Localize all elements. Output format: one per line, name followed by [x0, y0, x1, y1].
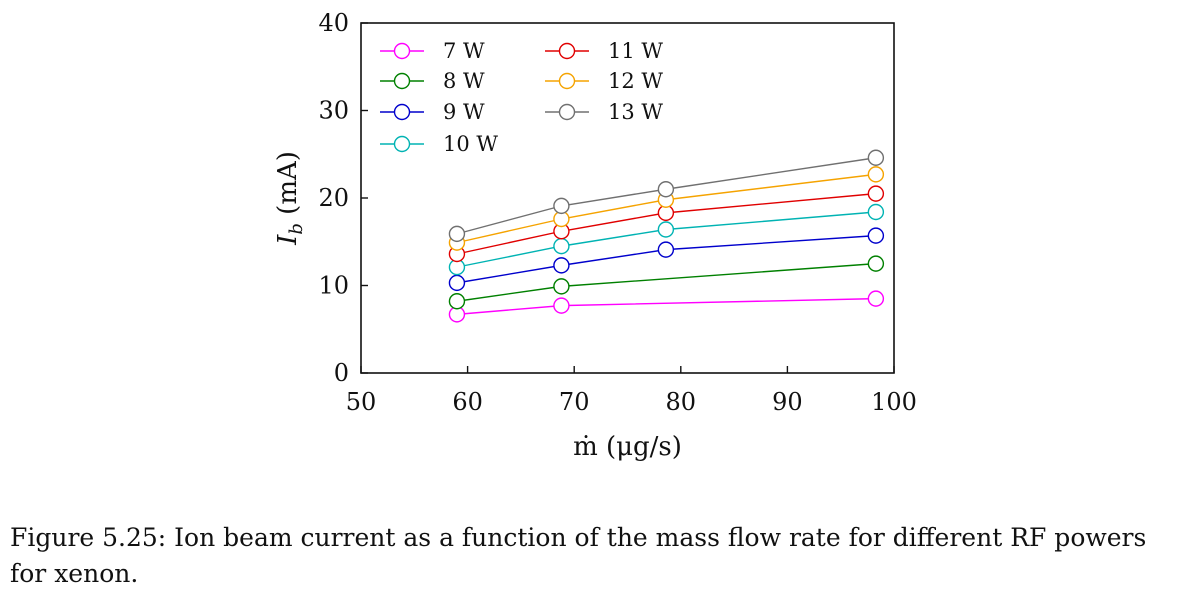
series-line [456, 234, 876, 284]
legend-marker [393, 42, 411, 60]
x-tick-label: 80 [666, 388, 697, 416]
data-point [553, 297, 570, 314]
legend-label: 12 W [608, 69, 663, 93]
data-point [657, 181, 675, 198]
axis-ticks: 50 60 70 80 90 100 0 10 20 30 40 [318, 9, 916, 416]
data-point [553, 278, 570, 295]
y-tick-label: 10 [318, 272, 349, 300]
chart-figure: 50 60 70 80 90 100 0 10 20 30 40 7 W 8 W 9 W 10 W 11 W… [273, 9, 917, 462]
x-axis-label: ṁ (μg/s) [573, 432, 682, 462]
legend-marker [393, 103, 411, 121]
data-point [867, 255, 885, 272]
data-point [448, 293, 466, 310]
x-tick-label: 70 [559, 388, 590, 416]
data-point [553, 257, 570, 274]
data-point [867, 149, 885, 166]
data-point [657, 241, 675, 258]
series-line [456, 173, 876, 244]
legend-label: 7 W [443, 39, 485, 63]
chart-svg: 50 60 70 80 90 100 0 10 20 30 40 7 W 8 W 9 W 10 W 11 W… [273, 9, 917, 462]
x-tick-label: 100 [871, 388, 917, 416]
series-line [456, 192, 876, 255]
data-point [867, 185, 885, 202]
data-point [553, 237, 570, 255]
legend-marker [558, 103, 576, 121]
series-line [456, 262, 876, 302]
axis-labels: ṁ (μg/s) Ib (mA) [273, 151, 682, 462]
data-point [867, 290, 885, 307]
legend: 7 W 8 W 9 W 10 W 11 W 12 W 13 W [380, 39, 663, 156]
series-line [456, 297, 876, 316]
legend-marker [558, 42, 576, 60]
y-tick-label: 20 [318, 184, 349, 212]
series-line [456, 211, 876, 268]
legend-marker [558, 72, 576, 90]
legend-marker [393, 135, 411, 153]
data-point [657, 221, 675, 238]
x-tick-label: 60 [452, 388, 483, 416]
y-axis-label: Ib (mA) [273, 151, 307, 246]
legend-label: 8 W [443, 69, 485, 93]
data-point [448, 274, 466, 292]
series-group [448, 149, 885, 323]
data-point [867, 166, 885, 183]
x-tick-label: 50 [346, 388, 377, 416]
legend-label: 11 W [608, 39, 663, 63]
series-line [456, 157, 876, 235]
data-point [448, 225, 466, 243]
y-tick-label: 30 [318, 97, 349, 125]
y-tick-label: 40 [318, 9, 349, 37]
y-tick-label: 0 [334, 359, 349, 387]
data-point [867, 203, 885, 221]
data-point [867, 227, 885, 244]
legend-label: 10 W [443, 132, 498, 156]
legend-label: 13 W [608, 100, 663, 124]
legend-marker [393, 72, 411, 90]
x-tick-label: 90 [772, 388, 803, 416]
data-point [553, 197, 570, 215]
legend-label: 9 W [443, 100, 485, 124]
figure-caption: Figure 5.25: Ion beam current as a funct… [10, 523, 1147, 588]
